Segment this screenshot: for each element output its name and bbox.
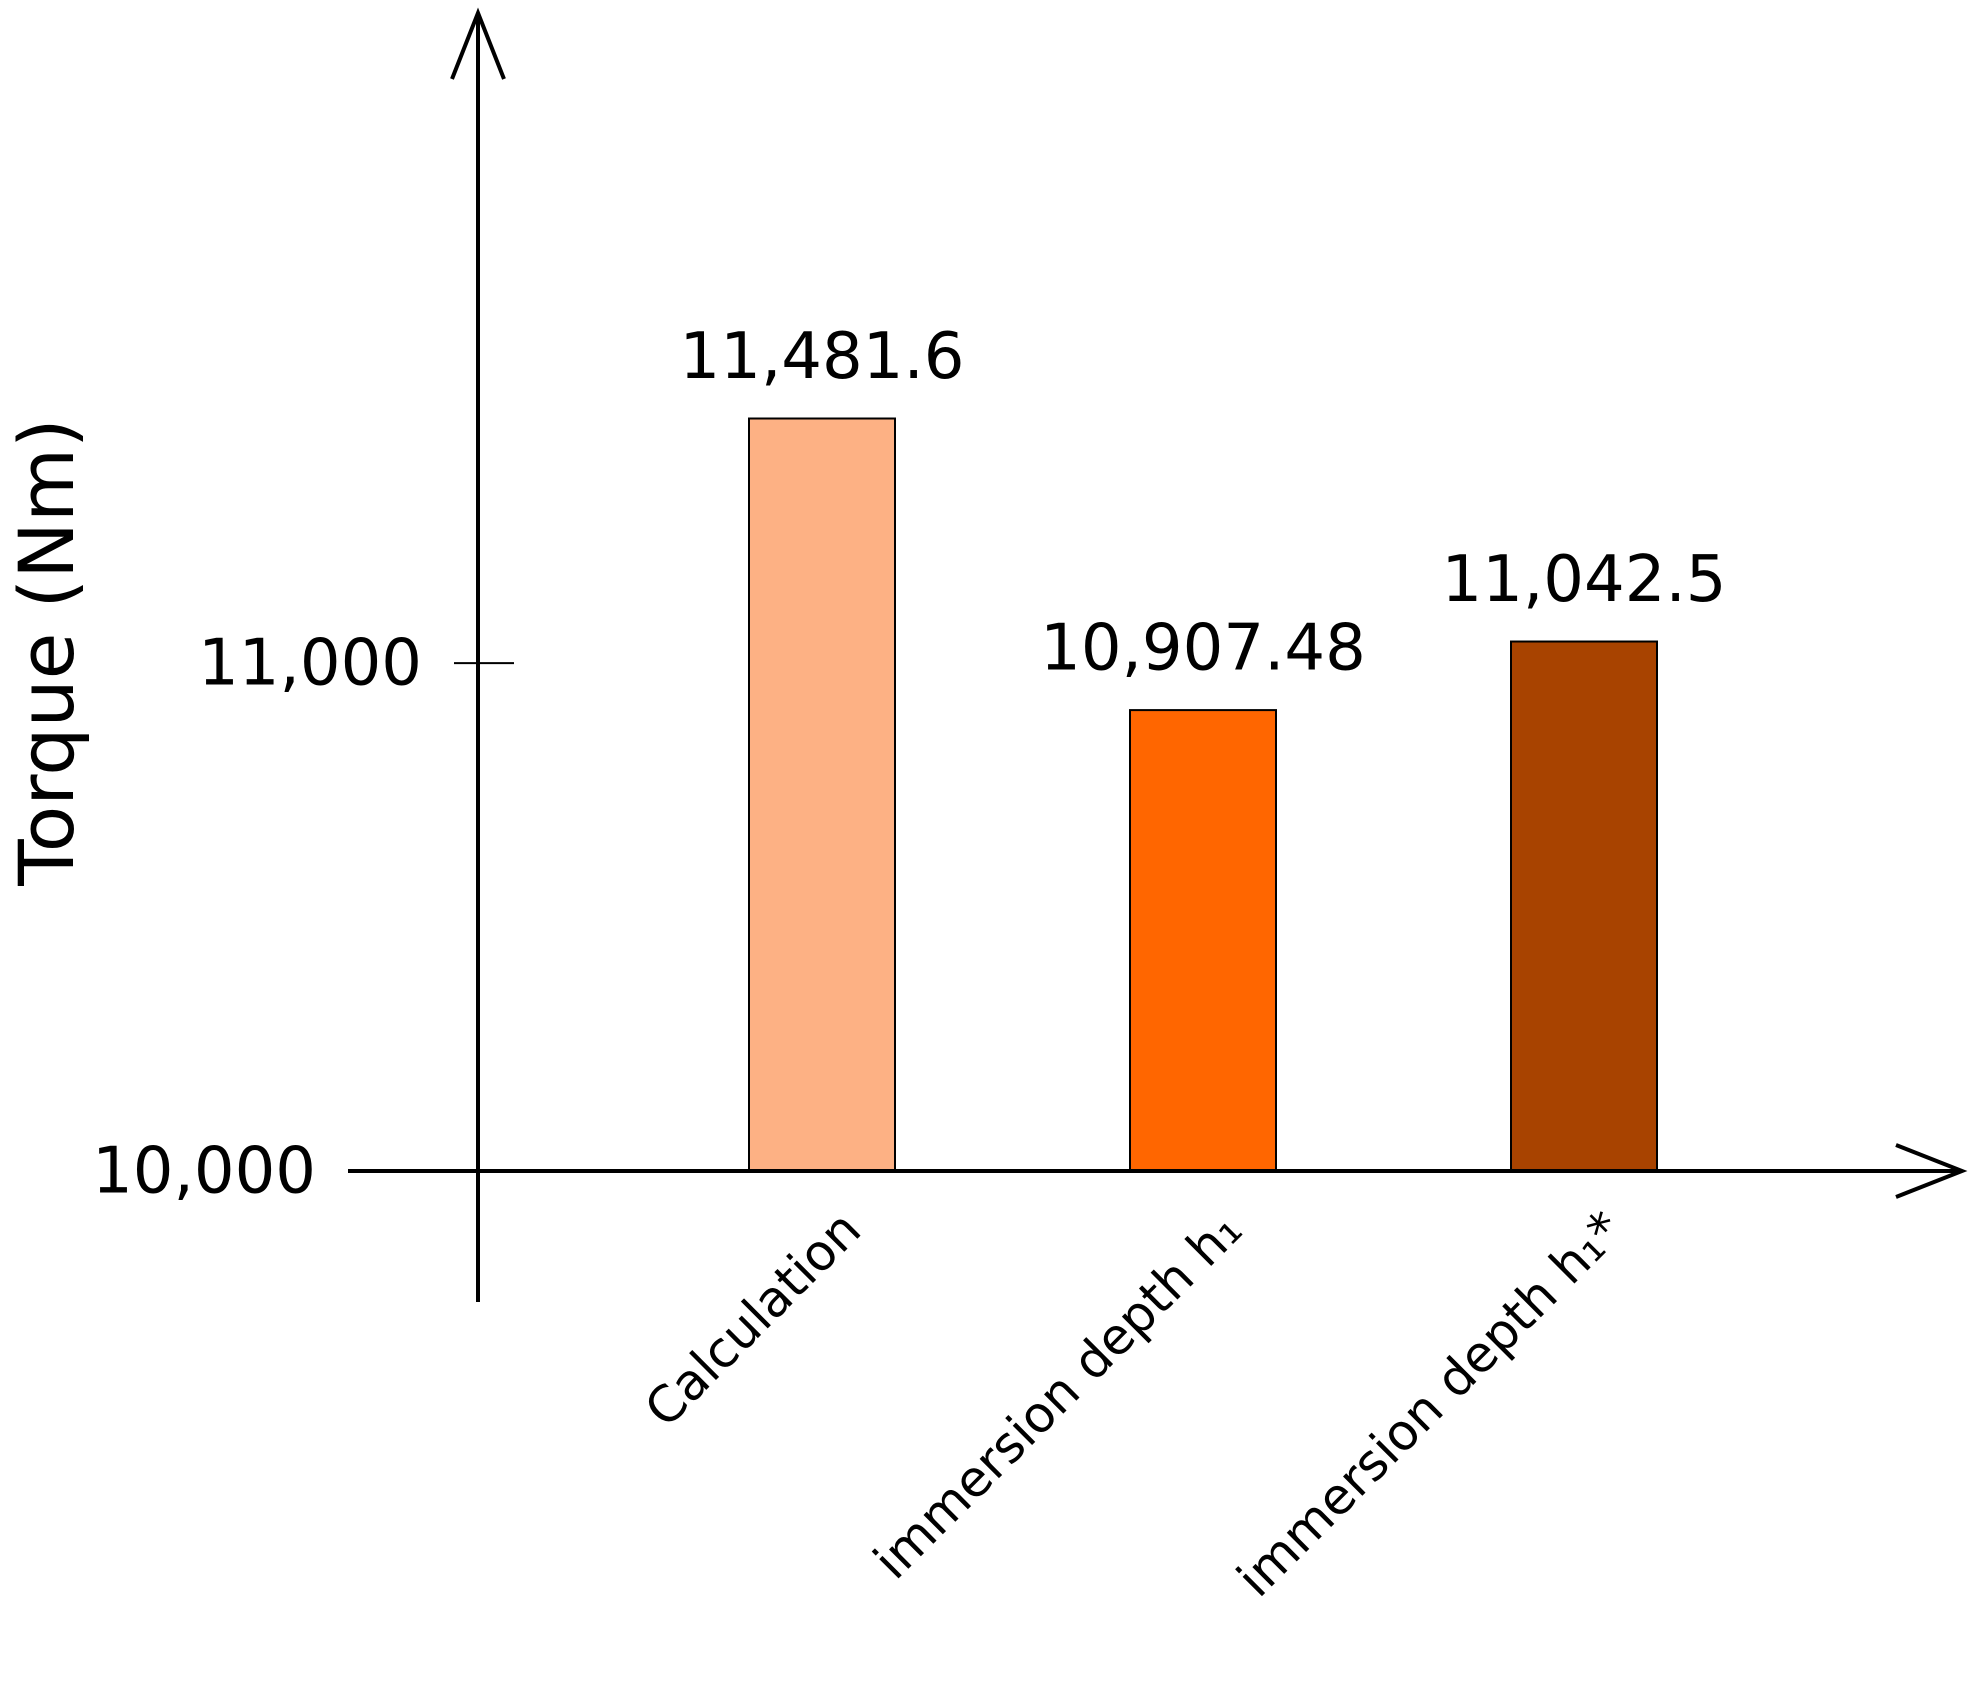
x-tick-label: immersion depth h₁* bbox=[1226, 1200, 1634, 1608]
y-tick-label: 10,000 bbox=[92, 1135, 316, 1209]
value-label: 11,042.5 bbox=[1442, 543, 1727, 617]
y-tick-label: 11,000 bbox=[198, 627, 422, 701]
x-axis-arrow bbox=[1895, 1143, 1968, 1199]
x-tick-label: immersion depth h₁ bbox=[863, 1200, 1253, 1590]
bar bbox=[1129, 709, 1277, 1173]
bar bbox=[1510, 640, 1658, 1172]
value-label: 11,481.6 bbox=[680, 320, 965, 394]
x-tick-label: Calculation bbox=[634, 1200, 872, 1438]
y-axis-title: Torque (Nm) bbox=[2, 418, 91, 886]
y-axis-arrow bbox=[450, 7, 506, 80]
value-label: 10,907.48 bbox=[1040, 612, 1366, 686]
bar bbox=[748, 417, 896, 1172]
